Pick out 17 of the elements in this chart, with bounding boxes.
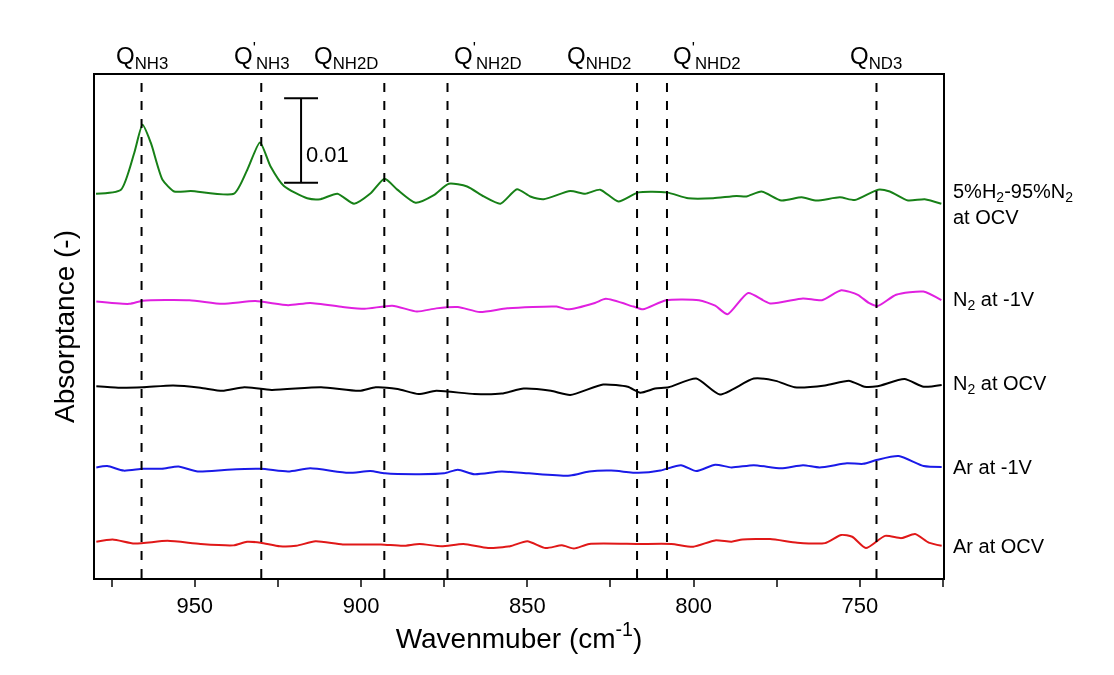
y-axis-title: Absorptance (-) [49,230,81,423]
x-tick-label: 800 [675,593,712,619]
x-tick-label: 950 [176,593,214,619]
series-label: Ar at OCV [953,535,1045,557]
series-label: N$_{2}$ at -1V [953,288,1035,314]
x-tick-label: 850 [508,593,546,619]
x-axis-title: Wavenmuber (cm$^{-1}$) [395,618,643,654]
ref-line-label: Q$_{NHD2}$ [567,42,632,74]
ref-line-label: Q$_{ND3}$ [850,42,903,74]
series-label: N$_{2}$ at OCV [953,372,1048,398]
ref-line-label: Q$_{NH2D}$ [314,42,379,74]
text: 5%H$_{2}$-95%N$_{2}$ at OCV [953,180,1074,228]
annotation: 0.01 [306,142,349,167]
series-label: Ar at -1V [953,456,1033,478]
ref-line-label: Q$_{NH3}$ [116,42,169,74]
x-tick-label: 900 [342,593,380,619]
x-tick-label: 750 [841,593,879,619]
